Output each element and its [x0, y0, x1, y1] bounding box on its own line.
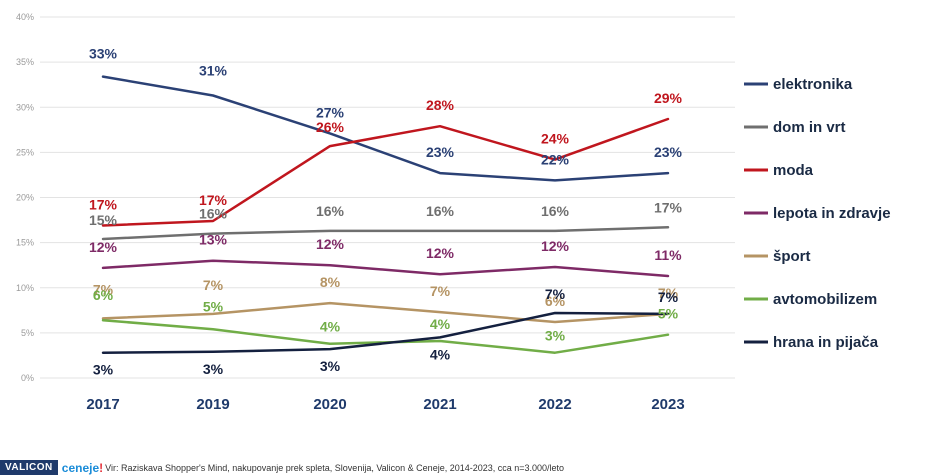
- data-label-hrana: 4%: [430, 346, 451, 362]
- data-label-avto: 5%: [658, 306, 679, 322]
- series-line-hrana: [101, 311, 670, 354]
- data-labels: 33%31%27%23% 22% 23%15% 16% 16% 16% 16% 17%17% 1…: [89, 46, 683, 378]
- y-tick-label: 15%: [16, 238, 34, 248]
- data-label-dom: 16%: [199, 206, 228, 222]
- data-label-sport: 6%: [545, 293, 566, 309]
- ceneje-logo-text: ceneje: [61, 460, 100, 475]
- data-label-hrana: 3%: [203, 361, 224, 377]
- data-label-dom: 17%: [654, 199, 683, 215]
- data-label-moda: 17%: [89, 196, 118, 212]
- y-tick-label: 25%: [16, 147, 34, 157]
- data-label-lepota: 11%: [654, 247, 682, 263]
- legend: elektronika dom in vrt moda lepota in zdrav…: [744, 76, 891, 351]
- legend-label-moda: moda: [773, 162, 814, 179]
- legend-label-hrana: hrana in pijača: [773, 334, 879, 351]
- data-label-dom: 16%: [316, 203, 345, 219]
- legend-label-elektronika: elektronika: [773, 76, 853, 93]
- data-label-moda: 17%: [199, 192, 228, 208]
- y-tick-label: 0%: [21, 373, 34, 383]
- data-label-avto: 6%: [93, 287, 114, 303]
- data-label-elektronika: 23%: [426, 144, 455, 160]
- data-label-moda: 24%: [541, 131, 570, 147]
- data-label-avto: 5%: [203, 298, 224, 314]
- data-label-dom: 15%: [89, 212, 118, 228]
- data-label-avto: 4%: [320, 319, 341, 335]
- y-tick-label: 20%: [16, 193, 34, 203]
- legend-label-lepota: lepota in zdravje: [773, 205, 891, 222]
- data-label-elektronika: 23%: [654, 144, 683, 160]
- valicon-logo: VALICON: [0, 460, 58, 475]
- data-label-elektronika: 22%: [541, 151, 570, 167]
- data-label-lepota: 12%: [426, 245, 455, 261]
- series-line-lepota: [101, 259, 670, 278]
- data-label-hrana: 3%: [320, 358, 341, 374]
- data-label-hrana: 3%: [93, 362, 114, 378]
- data-label-sport: 7%: [203, 277, 224, 293]
- data-label-hrana: 7%: [545, 286, 566, 302]
- data-label-elektronika: 33%: [89, 46, 118, 62]
- series-line-elektronika: [101, 75, 670, 182]
- data-label-lepota: 13%: [199, 232, 228, 248]
- data-label-avto: 3%: [545, 328, 566, 344]
- x-tick-label: 2021: [423, 396, 456, 413]
- x-tick-label: 2020: [313, 396, 346, 413]
- data-label-elektronika: 31%: [199, 63, 228, 79]
- x-tick-label: 2023: [651, 396, 684, 413]
- data-label-elektronika: 27%: [316, 104, 345, 120]
- data-label-lepota: 12%: [541, 238, 570, 254]
- data-label-dom: 16%: [541, 203, 570, 219]
- data-label-moda: 28%: [426, 97, 455, 113]
- ceneje-logo-mark: !: [99, 460, 104, 475]
- data-label-sport: 7%: [658, 285, 679, 301]
- x-tick-label: 2022: [538, 396, 571, 413]
- x-axis-ticks: 2017 2019 2020 2021 2022 2023: [86, 396, 684, 413]
- data-label-sport: 8%: [320, 274, 341, 290]
- y-tick-label: 10%: [16, 283, 34, 293]
- y-tick-label: 30%: [16, 102, 34, 112]
- ceneje-logo: ceneje!: [62, 461, 103, 475]
- y-axis-ticks: 0% 5% 10% 15% 20% 25% 30% 35% 40%: [16, 12, 34, 383]
- grid-layer: [40, 16, 735, 379]
- series-line-dom: [101, 226, 670, 241]
- x-tick-label: 2017: [86, 396, 119, 413]
- y-tick-label: 5%: [21, 328, 34, 338]
- series-line-sport: [101, 301, 670, 324]
- data-label-avto: 4%: [430, 316, 451, 332]
- series-lines: [101, 75, 670, 354]
- legend-label-sport: šport: [773, 248, 811, 265]
- data-label-sport: 7%: [93, 281, 114, 297]
- x-tick-label: 2019: [196, 396, 229, 413]
- data-label-lepota: 12%: [89, 239, 118, 255]
- y-tick-label: 35%: [16, 57, 34, 67]
- data-label-sport: 7%: [430, 283, 451, 299]
- legend-label-dom: dom in vrt: [773, 119, 846, 136]
- source-text: Vir: Raziskava Shopper's Mind, nakupovan…: [105, 462, 565, 473]
- legend-label-avto: avtomobilizem: [773, 291, 877, 308]
- data-label-lepota: 12%: [316, 236, 345, 252]
- data-label-moda: 29%: [654, 90, 683, 106]
- data-label-moda: 26%: [316, 119, 345, 135]
- data-label-hrana: 7%: [658, 289, 679, 305]
- y-tick-label: 40%: [16, 12, 34, 22]
- footer-source: VALICON ceneje! Vir: Raziskava Shopper's…: [0, 459, 940, 476]
- series-line-moda: [101, 117, 670, 227]
- data-label-dom: 16%: [426, 203, 455, 219]
- series-line-avto: [101, 318, 670, 354]
